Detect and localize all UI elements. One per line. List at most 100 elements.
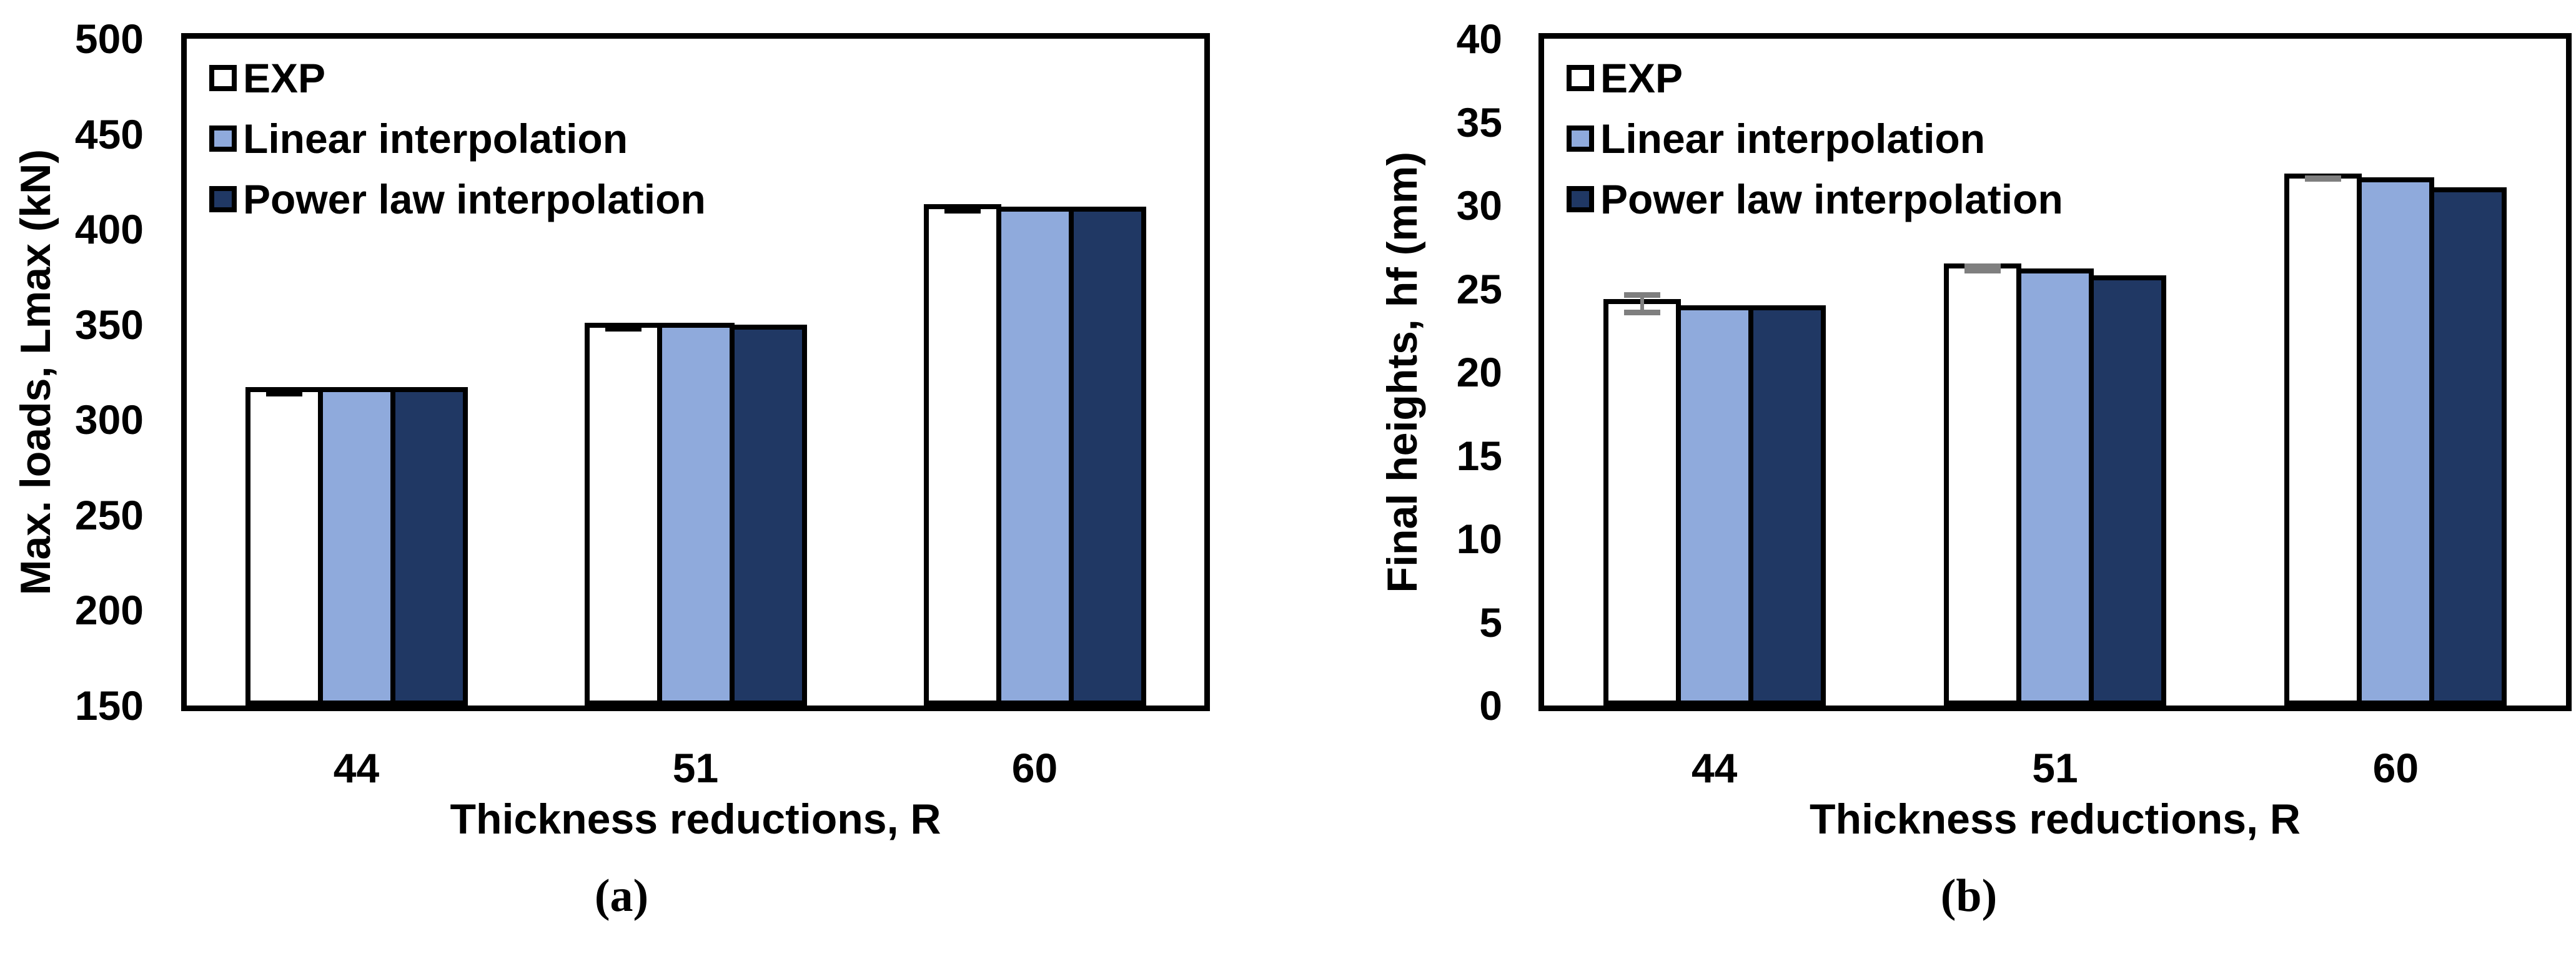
error-bar-cap — [1964, 263, 2001, 270]
legend-a: EXP Linear interpolation Power law interpo… — [209, 47, 706, 229]
legend-swatch-exp — [209, 64, 237, 91]
y-tick-label-150: 150 — [74, 682, 144, 729]
error-bar-exp-51 — [605, 323, 642, 332]
bar-power-law-interpolation-51 — [2088, 275, 2166, 706]
legend-label-exp: EXP — [1600, 54, 1683, 101]
legend-item-power-law-interpolation: Power law interpolation — [209, 169, 706, 229]
bar-exp-60 — [2284, 174, 2362, 706]
bars-layer-a — [187, 39, 1204, 706]
y-tick-label-15: 15 — [1456, 432, 1502, 479]
legend-label-power-law-interpolation: Power law interpolation — [243, 175, 706, 222]
x-axis-categories-a: 44 51 60 — [187, 740, 1204, 796]
legend-label-exp: EXP — [243, 54, 326, 101]
bar-power-law-interpolation-51 — [729, 324, 807, 706]
category-slot-44 — [1544, 39, 1885, 706]
x-category-label-60: 60 — [2372, 745, 2419, 791]
bar-group-44 — [1603, 39, 1826, 706]
y-tick-label-350: 350 — [74, 301, 144, 348]
x-axis-title-a: Thickness reductions, R — [450, 795, 941, 843]
error-bar-cap — [2305, 175, 2342, 182]
panel-a: Max. loads, Lmax (kN) 500 450 400 350 300 250… — [0, 0, 1243, 954]
bar-exp-51 — [1943, 263, 2021, 706]
error-bar-cap — [1623, 292, 1660, 298]
legend-label-linear-interpolation: Linear interpolation — [243, 115, 628, 162]
bar-exp-44 — [245, 387, 323, 706]
bar-group-44 — [245, 39, 468, 706]
category-slot-60 — [2226, 39, 2566, 706]
legend-item-exp: EXP — [1567, 47, 2063, 108]
plot-frame-b: EXP Linear interpolation Power law interpo… — [1538, 33, 2572, 711]
bar-linear-interpolation-44 — [1675, 305, 1753, 706]
legend-b: EXP Linear interpolation Power law interpo… — [1567, 47, 2063, 229]
x-category-label-51: 51 — [672, 745, 719, 791]
caption-b: (b) — [1940, 870, 1998, 922]
error-bar-cap — [944, 207, 981, 214]
error-bar-cap — [1964, 268, 2001, 274]
bars-layer-b — [1544, 39, 2566, 706]
y-tick-label-35: 35 — [1456, 99, 1502, 145]
y-tick-label-450: 450 — [74, 111, 144, 157]
x-category-label-44: 44 — [333, 745, 380, 791]
plot-frame-a: EXP Linear interpolation Power law interpo… — [181, 33, 1210, 711]
bar-group-51 — [1943, 39, 2166, 706]
legend-swatch-linear-interpolation — [1567, 125, 1594, 152]
legend-label-linear-interpolation: Linear interpolation — [1600, 115, 1986, 162]
bar-exp-60 — [923, 204, 1001, 706]
y-tick-label-20: 20 — [1456, 349, 1502, 395]
panel-b: Final heights, hf (mm) 40 35 30 25 20 15 10 5 0 … — [1362, 0, 2576, 954]
x-category-label-51: 51 — [2032, 745, 2078, 791]
bar-linear-interpolation-60 — [996, 206, 1074, 706]
category-slot-51 — [526, 39, 865, 706]
bar-power-law-interpolation-60 — [2429, 187, 2507, 706]
y-tick-label-200: 200 — [74, 587, 144, 634]
legend-swatch-exp — [1567, 64, 1594, 91]
bar-linear-interpolation-60 — [2357, 177, 2435, 706]
bar-linear-interpolation-44 — [317, 387, 395, 706]
legend-item-linear-interpolation: Linear interpolation — [209, 108, 706, 169]
bar-group-60 — [2284, 39, 2507, 706]
category-slot-51 — [1885, 39, 2225, 706]
error-bar-exp-60 — [2305, 175, 2342, 182]
x-axis-title-b: Thickness reductions, R — [1810, 795, 2301, 843]
y-tick-label-300: 300 — [74, 396, 144, 443]
error-bar-cap — [1623, 310, 1660, 316]
error-bar-exp-44 — [265, 388, 302, 396]
legend-swatch-power-law-interpolation — [209, 185, 237, 212]
bar-linear-interpolation-51 — [656, 322, 735, 706]
error-bar-exp-44 — [1623, 292, 1660, 316]
category-slot-44 — [187, 39, 526, 706]
legend-item-power-law-interpolation: Power law interpolation — [1567, 169, 2063, 229]
y-axis-ticks-b: 40 35 30 25 20 15 10 5 0 — [1362, 18, 1502, 726]
error-bar-cap — [605, 325, 642, 332]
y-tick-label-5: 5 — [1479, 599, 1502, 646]
x-category-label-60: 60 — [1011, 745, 1058, 791]
x-category-label-44: 44 — [1691, 745, 1738, 791]
bar-exp-51 — [584, 322, 662, 706]
legend-swatch-power-law-interpolation — [1567, 185, 1594, 212]
y-axis-ticks-a: 500 450 400 350 300 250 200 150 — [0, 18, 144, 726]
y-tick-label-25: 25 — [1456, 265, 1502, 312]
error-bar-line — [1640, 292, 1644, 316]
y-tick-label-500: 500 — [74, 16, 144, 62]
y-tick-label-250: 250 — [74, 491, 144, 538]
legend-label-power-law-interpolation: Power law interpolation — [1600, 175, 2063, 222]
y-tick-label-400: 400 — [74, 206, 144, 253]
bar-power-law-interpolation-60 — [1068, 206, 1146, 706]
bar-power-law-interpolation-44 — [390, 387, 468, 706]
y-tick-label-0: 0 — [1479, 682, 1502, 729]
bar-linear-interpolation-51 — [2016, 268, 2094, 706]
x-axis-categories-b: 44 51 60 — [1544, 740, 2566, 796]
y-tick-label-10: 10 — [1456, 516, 1502, 562]
category-slot-60 — [865, 39, 1204, 706]
bar-group-60 — [923, 39, 1146, 706]
bar-exp-44 — [1603, 292, 1681, 706]
y-tick-label-30: 30 — [1456, 182, 1502, 229]
y-tick-label-40: 40 — [1456, 16, 1502, 62]
legend-item-exp: EXP — [209, 47, 706, 108]
bar-power-law-interpolation-44 — [1748, 305, 1826, 706]
error-bar-exp-51 — [1964, 263, 2001, 274]
bar-group-51 — [584, 39, 807, 706]
error-bar-cap — [265, 390, 302, 396]
legend-swatch-linear-interpolation — [209, 125, 237, 152]
